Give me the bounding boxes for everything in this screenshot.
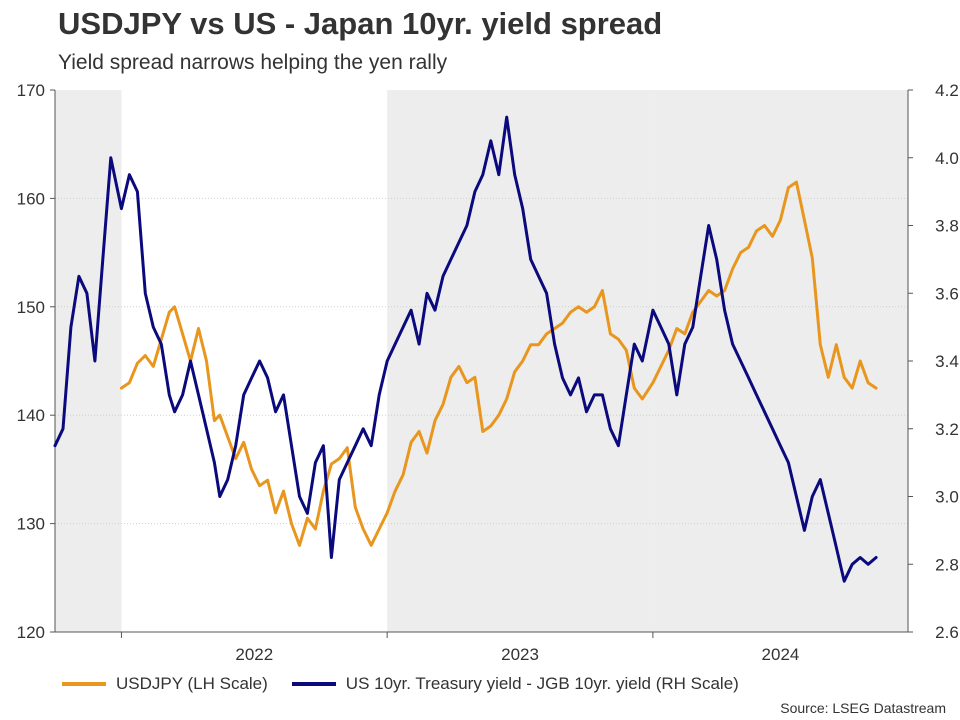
right-tick-label-6: 3.8 xyxy=(935,217,959,236)
right-tick-label-7: 4.0 xyxy=(935,149,959,168)
right-tick-label-4: 3.4 xyxy=(935,352,959,371)
shaded-regions xyxy=(55,90,908,632)
legend: USDJPY (LH Scale) US 10yr. Treasury yiel… xyxy=(62,674,763,694)
right-tick-label-0: 2.6 xyxy=(935,623,959,642)
shaded-region-0 xyxy=(55,90,122,632)
right-tick-label-1: 2.8 xyxy=(935,555,959,574)
series-line-usdjpy xyxy=(119,180,878,547)
chart-title: USDJPY vs US - Japan 10yr. yield spread xyxy=(58,6,663,41)
left-tick-label-170: 170 xyxy=(17,81,45,100)
x-axis-ticks: 2022 2023 2024 xyxy=(120,632,800,664)
right-tick-label-2: 3.0 xyxy=(935,488,959,507)
chart-subtitle: Yield spread narrows helping the yen ral… xyxy=(58,51,448,74)
left-axis-ticks: 120 130 140 150 160 170 xyxy=(17,81,55,642)
right-tick-label-3: 3.2 xyxy=(935,420,959,439)
legend-item-yield-spread: US 10yr. Treasury yield - JGB 10yr. yiel… xyxy=(291,674,739,694)
shaded-region-1 xyxy=(387,90,653,632)
left-tick-label-150: 150 xyxy=(17,298,45,317)
legend-swatch-usdjpy xyxy=(62,682,106,686)
left-tick-label-160: 160 xyxy=(17,189,45,208)
series-line-yield-spread xyxy=(53,115,878,583)
legend-item-usdjpy: USDJPY (LH Scale) xyxy=(62,674,268,694)
left-tick-label-130: 130 xyxy=(17,515,45,534)
right-axis-ticks: 2.6 2.8 3.0 3.2 3.4 3.6 3.8 4.0 4.2 xyxy=(908,81,959,642)
legend-label-usdjpy: USDJPY (LH Scale) xyxy=(116,674,268,693)
series-lines xyxy=(53,115,878,583)
shaded-region-2 xyxy=(652,90,908,632)
legend-label-yield-spread: US 10yr. Treasury yield - JGB 10yr. yiel… xyxy=(345,674,739,693)
left-tick-label-140: 140 xyxy=(17,406,45,425)
x-tick-label-2024: 2024 xyxy=(762,645,800,664)
source-note: Source: LSEG Datastream xyxy=(780,700,946,716)
right-tick-label-5: 3.6 xyxy=(935,284,959,303)
x-tick-label-2023: 2023 xyxy=(501,645,539,664)
legend-swatch-yield-spread xyxy=(291,682,336,686)
left-tick-label-120: 120 xyxy=(17,623,45,642)
x-tick-label-2022: 2022 xyxy=(235,645,273,664)
right-tick-label-8: 4.2 xyxy=(935,81,959,100)
